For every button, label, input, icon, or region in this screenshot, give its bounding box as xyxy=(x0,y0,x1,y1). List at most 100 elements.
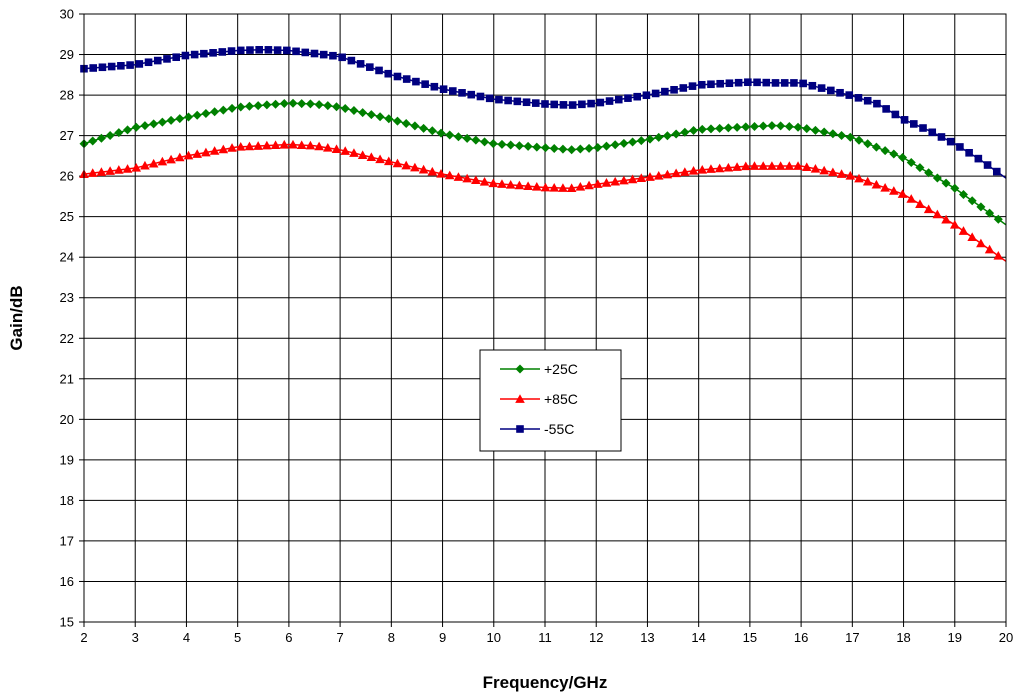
data-point xyxy=(680,167,690,176)
y-tick-label: 30 xyxy=(60,7,74,22)
data-point xyxy=(661,87,669,96)
data-point xyxy=(427,166,438,176)
y-tick-label: 22 xyxy=(60,331,74,346)
data-point xyxy=(384,69,393,78)
data-point xyxy=(88,136,98,146)
data-point xyxy=(262,140,272,150)
data-point xyxy=(338,53,346,62)
data-point xyxy=(584,143,594,153)
data-point xyxy=(863,139,873,149)
data-point xyxy=(983,161,992,169)
data-point xyxy=(366,63,374,71)
data-point xyxy=(366,110,376,120)
data-point xyxy=(283,46,291,55)
data-point xyxy=(319,50,328,59)
data-point xyxy=(444,170,455,180)
data-point xyxy=(123,125,133,135)
data-point xyxy=(358,108,368,118)
data-point xyxy=(340,146,351,155)
data-point xyxy=(288,98,298,108)
data-point xyxy=(801,162,812,171)
data-point xyxy=(310,49,319,58)
y-tick-label: 24 xyxy=(60,250,74,265)
data-point xyxy=(149,119,159,129)
data-point xyxy=(967,196,977,206)
data-point xyxy=(279,139,290,149)
data-point xyxy=(148,158,159,168)
legend-marker xyxy=(515,394,525,403)
data-point xyxy=(175,114,185,124)
data-point xyxy=(183,112,193,122)
data-point xyxy=(488,178,499,188)
y-tick-label: 18 xyxy=(60,493,74,508)
data-point xyxy=(837,130,847,140)
y-tick-label: 20 xyxy=(60,412,74,427)
data-point xyxy=(627,174,638,184)
x-tick-label: 12 xyxy=(589,630,603,645)
data-point xyxy=(937,133,946,141)
data-point xyxy=(453,132,463,142)
data-point xyxy=(808,81,817,90)
data-point xyxy=(670,85,678,94)
data-point xyxy=(323,101,333,111)
data-point xyxy=(273,46,282,54)
data-point xyxy=(479,176,490,186)
data-point xyxy=(393,72,402,81)
data-point xyxy=(828,129,838,139)
data-point xyxy=(753,78,761,87)
data-point xyxy=(566,183,577,192)
data-point xyxy=(559,101,568,109)
data-point xyxy=(439,85,448,93)
data-point xyxy=(633,92,641,101)
data-point xyxy=(873,99,881,108)
data-point xyxy=(227,143,237,152)
data-point xyxy=(292,47,300,56)
data-point xyxy=(793,122,803,132)
data-point xyxy=(645,172,655,181)
data-point xyxy=(297,99,307,109)
data-point xyxy=(270,140,281,149)
y-tick-label: 29 xyxy=(60,47,74,62)
data-point xyxy=(246,46,254,54)
legend-marker xyxy=(515,364,525,374)
x-tick-label: 10 xyxy=(487,630,501,645)
data-point xyxy=(946,137,955,146)
data-point xyxy=(549,182,560,192)
legend-label: +85C xyxy=(544,391,578,407)
data-point xyxy=(624,94,632,102)
x-tick-label: 7 xyxy=(336,630,343,645)
data-point xyxy=(605,97,614,105)
legend-label: +25C xyxy=(544,361,578,377)
data-point xyxy=(497,179,507,188)
data-point xyxy=(950,183,960,193)
data-point xyxy=(314,100,324,110)
data-point xyxy=(819,127,829,137)
data-point xyxy=(880,183,890,192)
data-point xyxy=(575,144,585,154)
data-point xyxy=(419,123,429,133)
data-point xyxy=(707,80,715,89)
data-point xyxy=(706,164,716,173)
data-point xyxy=(897,189,908,198)
data-point xyxy=(862,176,873,186)
data-point xyxy=(375,154,385,164)
data-point xyxy=(140,160,150,170)
data-point xyxy=(697,80,706,89)
y-tick-label: 23 xyxy=(60,290,74,305)
data-point xyxy=(992,167,1001,176)
data-point xyxy=(301,48,310,57)
data-point xyxy=(891,110,900,119)
data-point xyxy=(767,161,777,170)
data-point xyxy=(568,101,577,109)
data-point xyxy=(392,158,403,168)
data-point xyxy=(357,150,368,159)
data-point xyxy=(383,156,394,166)
data-point xyxy=(410,121,420,131)
data-point xyxy=(87,168,98,177)
data-point xyxy=(244,101,254,111)
x-tick-label: 5 xyxy=(234,630,241,645)
data-point xyxy=(614,95,623,104)
data-point xyxy=(819,165,829,175)
data-point xyxy=(218,105,228,115)
